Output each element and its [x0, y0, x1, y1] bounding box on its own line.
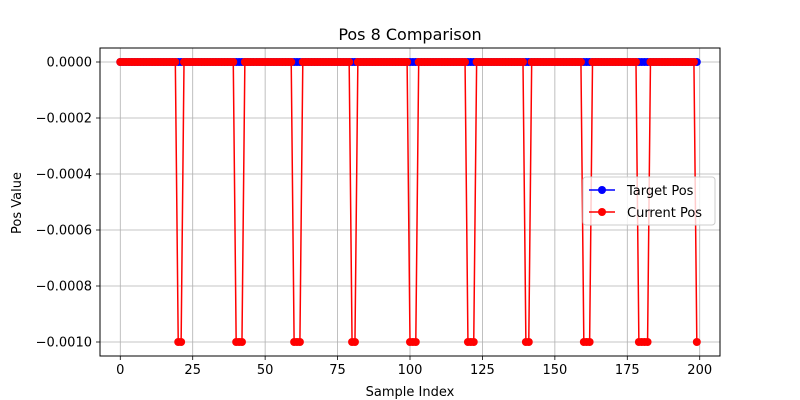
series-layer	[116, 58, 701, 346]
current-pos-point	[350, 338, 359, 346]
x-tick-label: 0	[116, 363, 124, 378]
y-tick-label: −0.0004	[36, 168, 92, 183]
current-pos-point	[411, 338, 420, 346]
current-pos-point	[518, 58, 527, 66]
current-pos-point	[295, 338, 304, 346]
current-pos-point	[229, 58, 238, 66]
ticks: 0 25 50 75 100 125 150 175 200 0.0000 −0.0002 −0.00…	[36, 56, 713, 379]
current-pos-point	[469, 338, 478, 346]
current-pos-point	[345, 58, 354, 66]
y-tick-label: −0.0010	[36, 336, 92, 351]
x-tick-label: 150	[542, 363, 567, 378]
current-pos-point	[524, 338, 533, 346]
y-tick-label: −0.0006	[36, 224, 92, 239]
legend-target-marker	[598, 186, 606, 194]
current-pos-point	[631, 58, 640, 66]
legend-current-marker	[598, 208, 606, 216]
x-tick-label: 25	[184, 363, 201, 378]
legend-current-label: Current Pos	[627, 206, 702, 221]
current-pos-point	[177, 338, 186, 346]
x-tick-label: 125	[470, 363, 495, 378]
current-pos-point	[171, 58, 180, 66]
legend-target-label: Target Pos	[626, 184, 694, 199]
legend-box	[582, 176, 716, 226]
current-pos-point	[287, 58, 296, 66]
x-tick-label: 75	[329, 363, 346, 378]
y-tick-label: −0.0008	[36, 280, 92, 295]
current-pos-point	[576, 58, 585, 66]
current-pos-point	[692, 338, 701, 346]
x-axis-label: Sample Index	[366, 385, 455, 400]
current-pos-point	[403, 58, 412, 66]
series-current-pos	[116, 58, 701, 346]
y-tick-label: −0.0002	[36, 112, 92, 127]
current-pos-point	[237, 338, 246, 346]
current-pos-point	[689, 58, 698, 66]
x-tick-label: 200	[687, 363, 712, 378]
current-pos-point	[643, 338, 652, 346]
x-tick-label: 50	[257, 363, 274, 378]
x-tick-label: 175	[615, 363, 640, 378]
legend: Target Pos Current Pos	[582, 176, 716, 226]
chart-title: Pos 8 Comparison	[338, 25, 481, 44]
y-axis-label: Pos Value	[10, 172, 25, 234]
current-pos-point	[461, 58, 470, 66]
current-pos-point	[585, 338, 594, 346]
x-tick-label: 100	[398, 363, 423, 378]
y-tick-label: 0.0000	[47, 56, 93, 71]
